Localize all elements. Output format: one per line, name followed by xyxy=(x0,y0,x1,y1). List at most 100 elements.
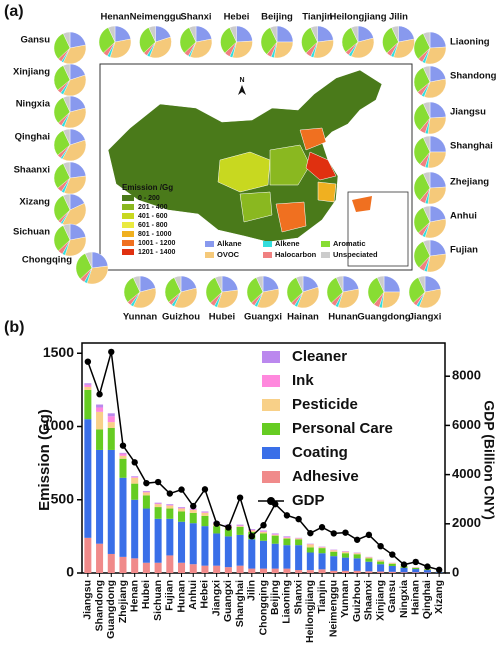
bar-segment xyxy=(131,483,139,500)
x-tick-label: Jilin xyxy=(246,580,258,601)
province-label: Hebei xyxy=(224,12,250,23)
gdp-point xyxy=(225,524,232,531)
bar-segment xyxy=(271,533,279,535)
bar-segment xyxy=(166,518,174,556)
bar-segment xyxy=(154,502,162,504)
bar-segment xyxy=(236,565,244,573)
pie-slice xyxy=(256,288,280,309)
pie-slice xyxy=(63,175,87,195)
x-tick-label: Neimenggu xyxy=(328,580,340,637)
x-tick-label: Jiangxi xyxy=(210,580,222,616)
bar-segment xyxy=(96,407,104,412)
province-label: Jilin xyxy=(389,12,408,23)
bar-segment xyxy=(84,537,92,573)
class-swatch xyxy=(122,204,134,210)
legend-label: Ink xyxy=(292,372,314,389)
pie-slice xyxy=(69,161,87,179)
bar-segment xyxy=(178,562,186,573)
pie-slice xyxy=(337,288,360,309)
pie-slice xyxy=(429,135,447,153)
class-swatch xyxy=(122,195,134,201)
province-label: Hubei xyxy=(209,312,235,323)
x-tick-label: Beijing xyxy=(269,580,281,615)
pie-slice xyxy=(310,25,318,43)
province-label: Fujian xyxy=(450,245,478,256)
bar-segment xyxy=(107,449,115,554)
bar-segment xyxy=(131,477,139,478)
pie-slice xyxy=(232,40,253,59)
pie-slice xyxy=(214,275,223,293)
x-tick-label: Heilongjiang xyxy=(304,580,316,643)
bar-segment xyxy=(96,543,104,573)
bar-segment xyxy=(306,547,314,553)
pie-slice xyxy=(149,36,172,59)
bar-segment xyxy=(271,543,279,569)
legend-swatch xyxy=(262,399,280,411)
bar-segment xyxy=(412,572,420,573)
bar-segment xyxy=(166,505,174,509)
bar-segment xyxy=(330,556,338,571)
y-tick-label: 1000 xyxy=(43,417,74,433)
pie-slice xyxy=(376,275,385,293)
legend-swatch xyxy=(262,351,280,363)
pie-slice xyxy=(391,25,399,43)
bar-segment xyxy=(154,503,162,505)
bar-segment xyxy=(119,453,127,456)
bar-segment xyxy=(295,570,303,573)
gdp-point xyxy=(119,442,127,449)
bar-segment xyxy=(330,551,338,557)
pie-slice xyxy=(255,275,264,293)
x-tick-label: Sichuan xyxy=(152,580,164,621)
legend-swatch xyxy=(262,375,280,387)
bar-segment xyxy=(341,551,349,554)
bar-segment xyxy=(283,538,291,546)
bar-segment xyxy=(131,477,139,484)
bar-segment xyxy=(131,499,139,559)
bar-segment xyxy=(365,558,373,562)
bar-segment xyxy=(377,564,385,572)
gdp-point xyxy=(190,502,197,510)
bar-segment xyxy=(283,536,291,538)
pie-slice xyxy=(148,25,156,43)
bar-segment xyxy=(84,386,92,390)
bar-segment xyxy=(189,510,197,513)
x-tick-label: Hebei xyxy=(199,580,211,609)
gdp-point xyxy=(96,391,103,398)
province-label: Heilongjiang xyxy=(330,12,387,23)
bar-segment xyxy=(283,537,291,539)
class-swatch xyxy=(122,240,134,246)
province-label: Shanxi xyxy=(180,12,211,23)
gdp-point xyxy=(400,561,408,568)
province-label: Guangdong xyxy=(357,312,410,323)
bar-segment xyxy=(201,515,209,527)
gdp-point xyxy=(131,459,138,466)
pie-slice xyxy=(367,277,385,305)
bar-segment xyxy=(96,449,104,544)
class-label: 0 - 200 xyxy=(138,195,160,202)
component-label: OVOC xyxy=(217,250,240,259)
bar-segment xyxy=(353,558,361,571)
gdp-point xyxy=(412,558,419,566)
bar-segment xyxy=(248,539,256,569)
province-label: Neimenggu xyxy=(130,12,182,23)
bar-segment xyxy=(107,553,115,573)
pie-slice xyxy=(107,25,116,43)
gdp-point xyxy=(389,551,396,558)
x-tick-label: Guangdong xyxy=(105,580,117,639)
region xyxy=(275,201,307,233)
bar-segment xyxy=(283,537,291,538)
y2-axis-title: GDP (Billion CNY) xyxy=(481,400,497,520)
pie-slice xyxy=(413,137,431,165)
pie-slice xyxy=(422,171,431,189)
bar-segment xyxy=(259,530,268,532)
gdp-point xyxy=(342,529,349,536)
province-label: Ningxia xyxy=(16,99,51,110)
bar-segment xyxy=(166,504,174,505)
bar-segment xyxy=(84,383,92,385)
class-label: 601 - 800 xyxy=(138,222,168,229)
pie-slice xyxy=(62,95,71,113)
pie-slice xyxy=(350,25,359,43)
bar-segment xyxy=(236,525,244,527)
bar-segment xyxy=(377,571,385,573)
class-label: 1201 - 1400 xyxy=(138,249,175,256)
